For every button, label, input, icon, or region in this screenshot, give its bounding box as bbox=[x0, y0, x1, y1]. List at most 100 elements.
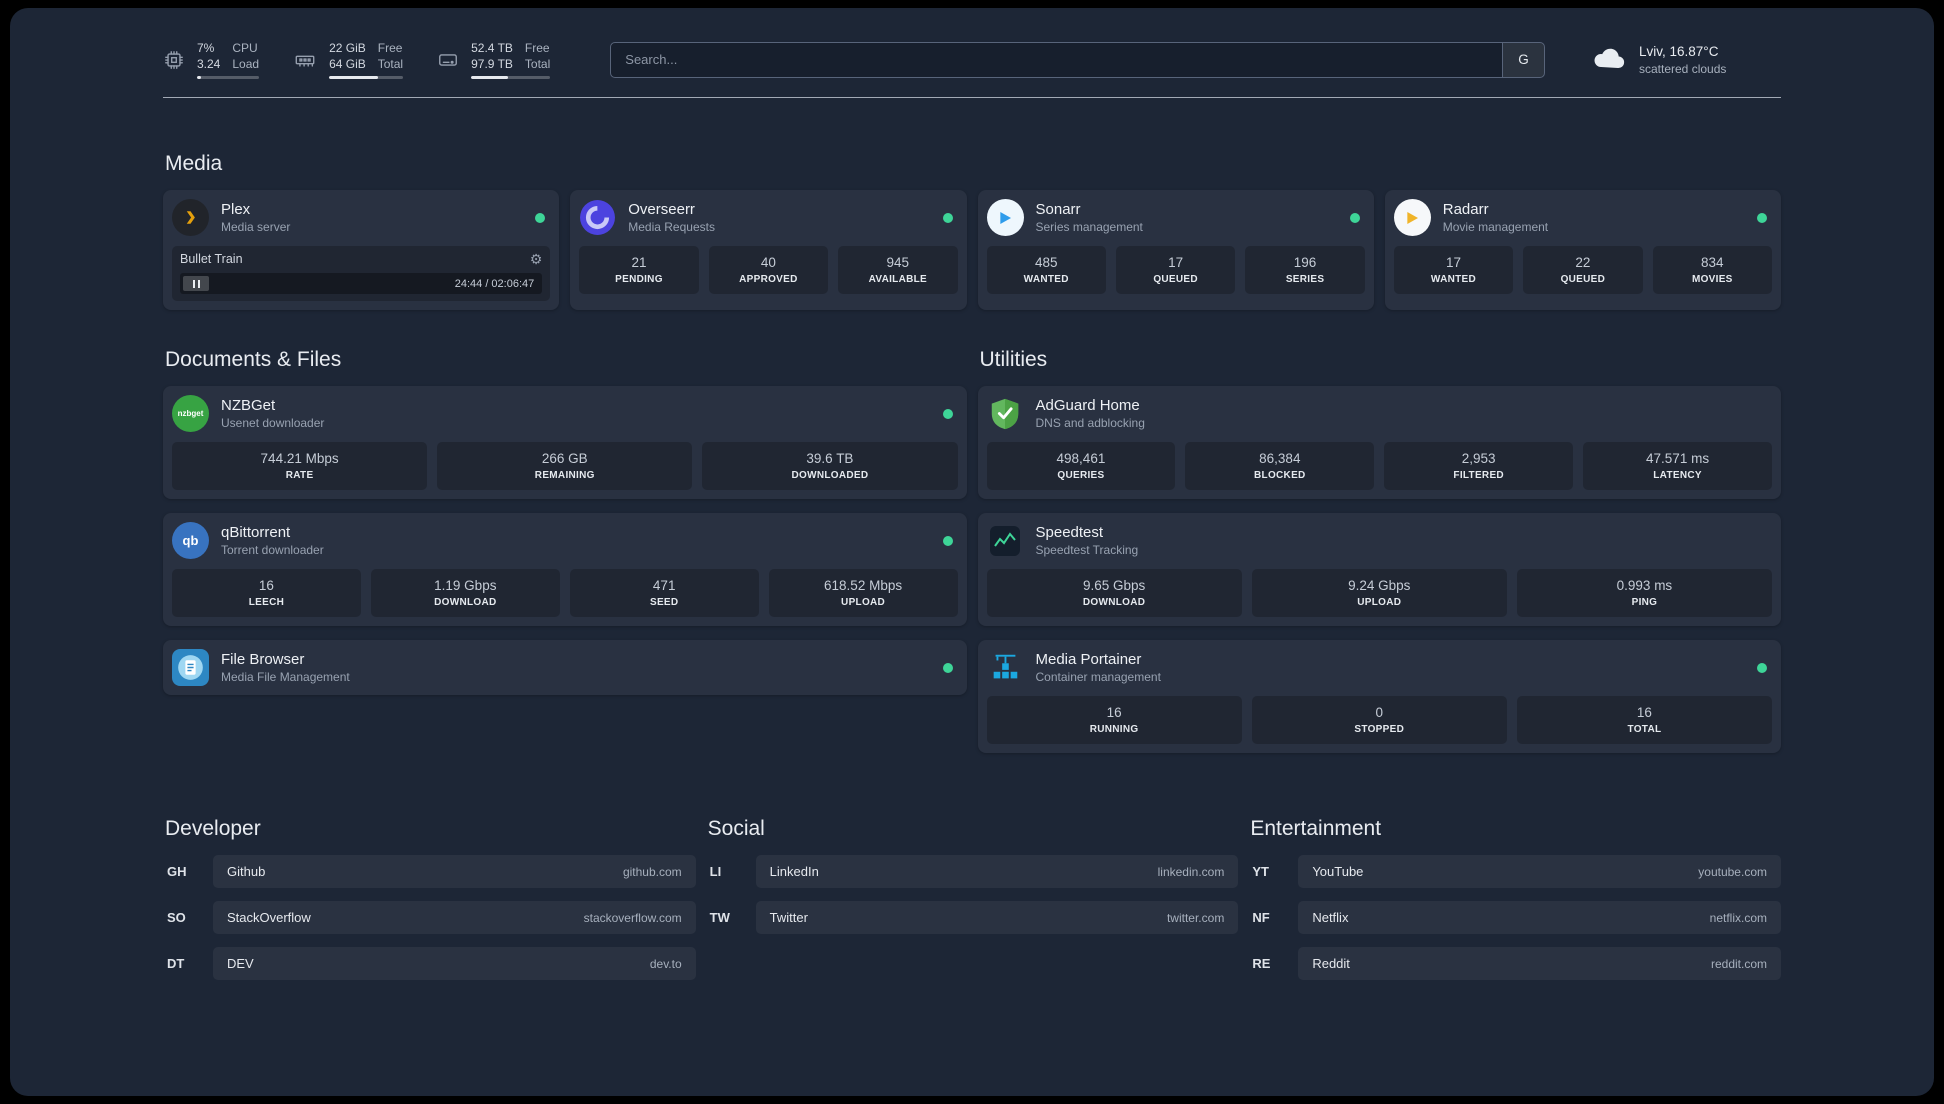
bookmark-name: StackOverflow bbox=[227, 910, 311, 925]
bookmark-abbr: RE bbox=[1252, 956, 1271, 971]
bookmark-name: Github bbox=[227, 864, 266, 879]
section-heading-social: Social bbox=[707, 817, 765, 840]
cpu-usage-label: CPU bbox=[232, 41, 258, 55]
bookmark-abbr: NF bbox=[1252, 910, 1270, 925]
cpu-load-value: 3.24 bbox=[197, 57, 221, 71]
service-title: File Browser bbox=[221, 651, 305, 668]
bookmark-twitter[interactable]: TW Twitter twitter.com bbox=[706, 901, 1239, 934]
stat-queries: 498,461 QUERIES bbox=[986, 442, 1176, 490]
memory-total-value: 64 GiB bbox=[329, 57, 366, 71]
pause-button[interactable] bbox=[183, 276, 209, 291]
sonarr-icon bbox=[986, 199, 1024, 236]
now-playing-widget: Bullet Train ⚙ 24:44 / 02:06:47 bbox=[172, 246, 551, 301]
cpu-progress-bar bbox=[197, 76, 260, 79]
search-provider-button[interactable]: G bbox=[1502, 42, 1544, 77]
stat-wanted: 485 WANTED bbox=[986, 246, 1106, 294]
status-dot bbox=[942, 408, 953, 419]
bookmark-group-social: Social LI LinkedIn linkedin.com TW Twitt… bbox=[706, 817, 1239, 947]
section-heading-utilities: Utilities bbox=[979, 348, 1048, 371]
weather-condition: scattered clouds bbox=[1639, 61, 1727, 76]
gear-icon[interactable]: ⚙ bbox=[529, 251, 543, 267]
service-title: AdGuard Home bbox=[1035, 397, 1140, 414]
service-card-qbittorrent[interactable]: qb qBittorrent Torrent downloader 16 LEEC… bbox=[163, 513, 967, 626]
status-dot bbox=[1757, 662, 1767, 673]
stat-wanted: 17 WANTED bbox=[1393, 246, 1514, 294]
stat-seed: 471 SEED bbox=[569, 569, 759, 617]
service-card-sonarr[interactable]: Sonarr Series management 485 WANTED 17 QUE… bbox=[977, 190, 1374, 310]
section-heading-developer: Developer bbox=[165, 817, 261, 840]
bookmark-url: reddit.com bbox=[1710, 956, 1767, 971]
bookmark-name: Reddit bbox=[1312, 956, 1350, 971]
service-subtitle: Container management bbox=[1035, 670, 1161, 684]
bookmark-github[interactable]: GH Github github.com bbox=[163, 855, 696, 888]
service-card-filebrowser[interactable]: File Browser Media File Management bbox=[163, 640, 967, 695]
bookmark-youtube[interactable]: YT YouTube youtube.com bbox=[1248, 855, 1781, 888]
stat-pending: 21 PENDING bbox=[579, 246, 699, 294]
service-subtitle: Media server bbox=[221, 220, 291, 234]
stat-filtered: 2,953 FILTERED bbox=[1384, 442, 1574, 490]
service-subtitle: Media Requests bbox=[628, 220, 715, 234]
bookmark-abbr: GH bbox=[167, 864, 187, 879]
memory-free-label: Free bbox=[377, 41, 403, 55]
section-heading-entertainment: Entertainment bbox=[1250, 817, 1382, 840]
bookmark-netflix[interactable]: NF Netflix netflix.com bbox=[1248, 901, 1781, 934]
stat-upload: 9.24 Gbps UPLOAD bbox=[1251, 569, 1507, 617]
stat-blocked: 86,384 BLOCKED bbox=[1185, 442, 1375, 490]
service-card-plex[interactable]: Plex Media server Bullet Train ⚙ 24:44 /… bbox=[163, 190, 560, 310]
service-title: Sonarr bbox=[1035, 201, 1081, 218]
disk-free-value: 52.4 TB bbox=[471, 41, 513, 55]
bookmark-url: twitter.com bbox=[1166, 910, 1225, 925]
stat-rate: 744.21 Mbps RATE bbox=[172, 442, 428, 490]
section-heading-media: Media bbox=[165, 152, 223, 175]
bookmark-abbr: SO bbox=[167, 910, 186, 925]
status-dot bbox=[1349, 212, 1360, 223]
header-divider bbox=[163, 97, 1781, 98]
bookmark-reddit[interactable]: RE Reddit reddit.com bbox=[1248, 947, 1781, 980]
cloud-icon bbox=[1591, 44, 1627, 75]
stat-ping: 0.993 ms PING bbox=[1516, 569, 1773, 617]
bookmark-stackoverflow[interactable]: SO StackOverflow stackoverflow.com bbox=[163, 901, 696, 934]
service-title: Media Portainer bbox=[1035, 651, 1142, 668]
stat-queued: 17 QUEUED bbox=[1115, 246, 1236, 294]
stat-available: 945 AVAILABLE bbox=[838, 246, 958, 294]
section-utilities: Utilities AdGuard Home DNS and adblockin… bbox=[977, 348, 1781, 753]
status-dot bbox=[942, 212, 953, 223]
cpu-usage-value: 7% bbox=[197, 41, 215, 55]
service-title: qBittorrent bbox=[221, 524, 291, 541]
stat-queued: 22 QUEUED bbox=[1523, 246, 1643, 294]
service-subtitle: Movie management bbox=[1442, 220, 1549, 234]
stat-approved: 40 APPROVED bbox=[708, 246, 829, 294]
bookmark-dev[interactable]: DT DEV dev.to bbox=[163, 947, 696, 980]
bookmark-group-entertainment: Entertainment YT YouTube youtube.com NF … bbox=[1248, 817, 1781, 993]
service-title: NZBGet bbox=[221, 397, 276, 414]
disk-total-label: Total bbox=[524, 57, 551, 71]
status-dot bbox=[535, 212, 546, 223]
stat-latency: 47.571 ms LATENCY bbox=[1583, 442, 1772, 490]
service-title: Radarr bbox=[1442, 201, 1489, 218]
service-title: Overseerr bbox=[628, 201, 695, 218]
disk-progress-bar bbox=[471, 76, 551, 79]
now-playing-title: Bullet Train bbox=[180, 252, 243, 266]
service-card-portainer[interactable]: Media Portainer Container management 16 R… bbox=[977, 640, 1781, 753]
disk-total-value: 97.9 TB bbox=[471, 57, 513, 71]
bookmark-linkedin[interactable]: LI LinkedIn linkedin.com bbox=[706, 855, 1239, 888]
service-subtitle: Torrent downloader bbox=[221, 543, 324, 557]
bookmark-name: Twitter bbox=[769, 910, 808, 925]
bookmark-name: YouTube bbox=[1312, 864, 1364, 879]
service-card-speedtest[interactable]: Speedtest Speedtest Tracking 9.65 Gbps DO… bbox=[977, 513, 1781, 626]
disk-free-label: Free bbox=[524, 41, 550, 55]
service-card-nzbget[interactable]: nzbget NZBGet Usenet downloader 744.21 M… bbox=[163, 386, 967, 499]
stat-movies: 834 MOVIES bbox=[1652, 246, 1773, 294]
service-card-overseerr[interactable]: Overseerr Media Requests 21 PENDING 40 APP… bbox=[570, 190, 967, 310]
search-bar: G bbox=[610, 41, 1545, 78]
service-card-radarr[interactable]: Radarr Movie management 17 WANTED 22 QUEUE… bbox=[1384, 190, 1781, 310]
section-media: Media Plex Media server Bullet Train bbox=[163, 152, 1781, 310]
service-card-adguard[interactable]: AdGuard Home DNS and adblocking 498,461 Q… bbox=[977, 386, 1781, 499]
bookmark-url: netflix.com bbox=[1709, 910, 1767, 925]
memory-free-value: 22 GiB bbox=[329, 41, 366, 55]
bookmark-group-developer: Developer GH Github github.com SO StackO… bbox=[163, 817, 696, 993]
portainer-icon bbox=[987, 649, 1024, 686]
bookmark-abbr: YT bbox=[1252, 864, 1269, 879]
search-input[interactable] bbox=[611, 42, 1502, 77]
playback-time: 24:44 / 02:06:47 bbox=[454, 277, 535, 290]
